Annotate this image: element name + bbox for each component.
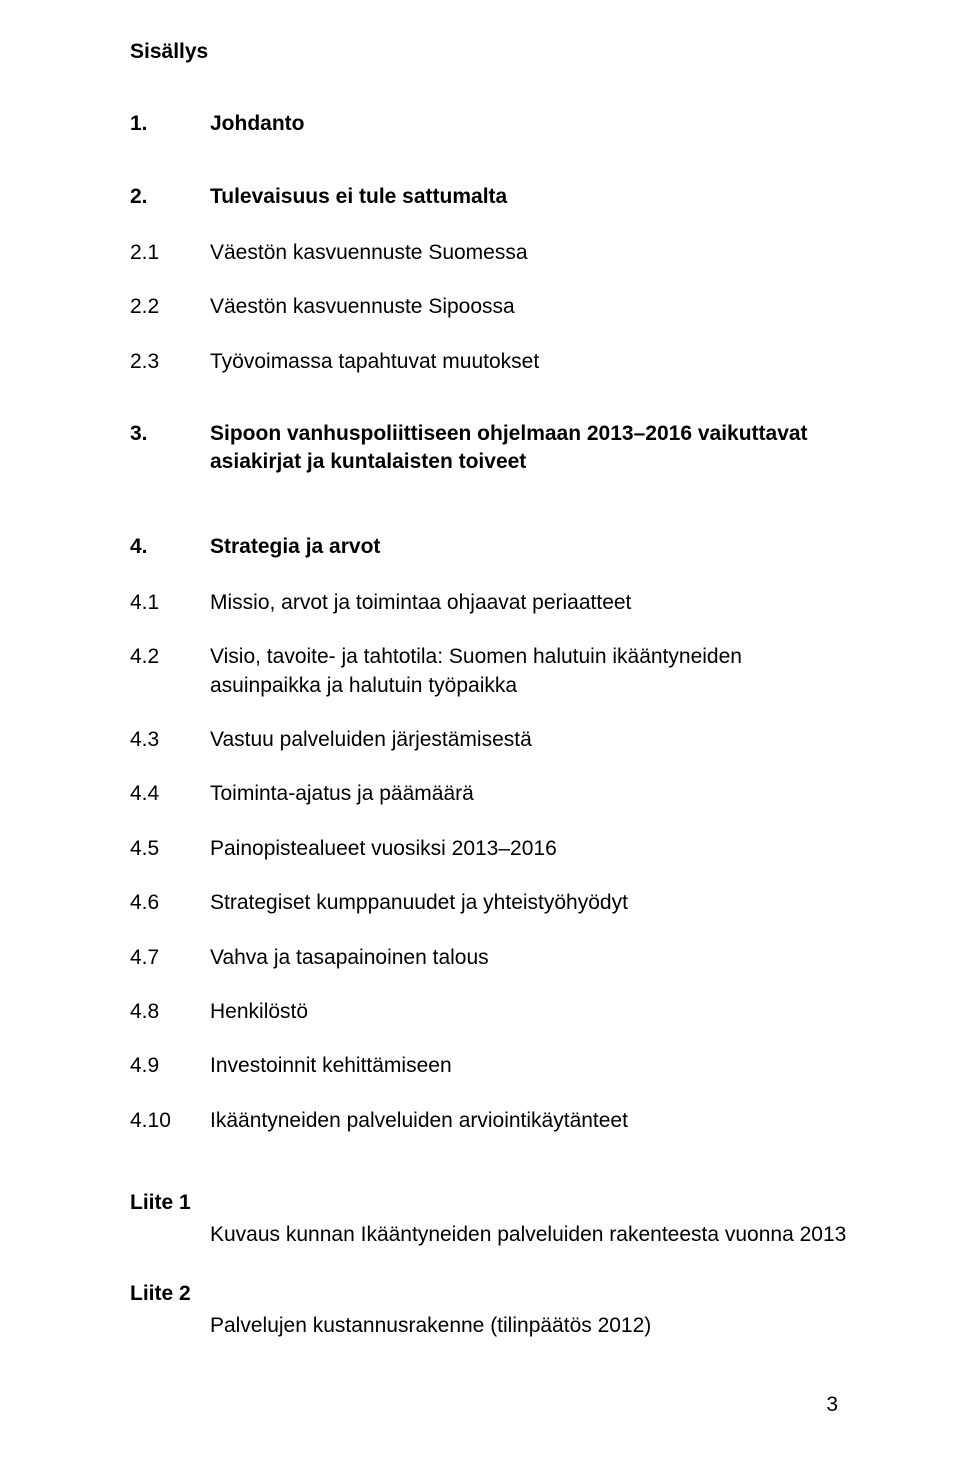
appendix-head: Liite 1 xyxy=(130,1189,850,1217)
entry-number: 4.7 xyxy=(130,944,210,972)
entry-number: 4.6 xyxy=(130,889,210,917)
toc-entry-4-8: 4.8 Henkilöstö xyxy=(130,998,850,1026)
entry-text: Investoinnit kehittämiseen xyxy=(210,1052,850,1080)
entry-number: 4. xyxy=(130,533,210,561)
entry-number: 3. xyxy=(130,420,210,477)
toc-entry-4-6: 4.6 Strategiset kumppanuudet ja yhteisty… xyxy=(130,889,850,917)
appendix-body: Palvelujen kustannusrakenne (tilinpäätös… xyxy=(210,1312,850,1340)
page-number: 3 xyxy=(826,1391,838,1419)
entry-number: 4.4 xyxy=(130,780,210,808)
entry-number: 4.1 xyxy=(130,589,210,617)
entry-text: Toiminta-ajatus ja päämäärä xyxy=(210,780,850,808)
entry-number: 4.5 xyxy=(130,835,210,863)
entry-text: Painopistealueet vuosiksi 2013–2016 xyxy=(210,835,850,863)
entry-number: 2. xyxy=(130,183,210,211)
entry-text: Väestön kasvuennuste Sipoossa xyxy=(210,293,850,321)
toc-entry-4: 4. Strategia ja arvot xyxy=(130,533,850,561)
entry-number: 4.10 xyxy=(130,1107,210,1135)
entry-text: Väestön kasvuennuste Suomessa xyxy=(210,239,850,267)
toc-entry-2-3: 2.3 Työvoimassa tapahtuvat muutokset xyxy=(130,348,850,376)
entry-number: 2.1 xyxy=(130,239,210,267)
appendix-head: Liite 2 xyxy=(130,1280,850,1308)
entry-number: 4.3 xyxy=(130,726,210,754)
toc-entry-2-1: 2.1 Väestön kasvuennuste Suomessa xyxy=(130,239,850,267)
toc-entry-4-1: 4.1 Missio, arvot ja toimintaa ohjaavat … xyxy=(130,589,850,617)
entry-text: Strategiset kumppanuudet ja yhteistyöhyö… xyxy=(210,889,850,917)
entry-text: Työvoimassa tapahtuvat muutokset xyxy=(210,348,850,376)
toc-entry-2-2: 2.2 Väestön kasvuennuste Sipoossa xyxy=(130,293,850,321)
toc-entry-3: 3. Sipoon vanhuspoliittiseen ohjelmaan 2… xyxy=(130,420,850,477)
toc-entry-4-4: 4.4 Toiminta-ajatus ja päämäärä xyxy=(130,780,850,808)
entry-text: Missio, arvot ja toimintaa ohjaavat peri… xyxy=(210,589,850,617)
toc-entry-4-9: 4.9 Investoinnit kehittämiseen xyxy=(130,1052,850,1080)
toc-entry-4-7: 4.7 Vahva ja tasapainoinen talous xyxy=(130,944,850,972)
entry-number: 2.2 xyxy=(130,293,210,321)
entry-number: 4.8 xyxy=(130,998,210,1026)
entry-number: 4.2 xyxy=(130,643,210,700)
entry-text: Henkilöstö xyxy=(210,998,850,1026)
toc-entry-4-2: 4.2 Visio, tavoite- ja tahtotila: Suomen… xyxy=(130,643,850,700)
entry-number: 4.9 xyxy=(130,1052,210,1080)
toc-entry-2: 2. Tulevaisuus ei tule sattumalta xyxy=(130,183,850,211)
entry-text: Johdanto xyxy=(210,110,850,138)
toc-entry-1: 1. Johdanto xyxy=(130,110,850,138)
entry-text: Visio, tavoite- ja tahtotila: Suomen hal… xyxy=(210,643,850,700)
toc-title: Sisällys xyxy=(130,38,850,66)
entry-text: Sipoon vanhuspoliittiseen ohjelmaan 2013… xyxy=(210,420,850,477)
appendix-body: Kuvaus kunnan Ikääntyneiden palveluiden … xyxy=(210,1221,850,1249)
appendix-1: Liite 1 Kuvaus kunnan Ikääntyneiden palv… xyxy=(130,1189,850,1340)
toc-entry-4-3: 4.3 Vastuu palveluiden järjestämisestä xyxy=(130,726,850,754)
entry-number: 2.3 xyxy=(130,348,210,376)
entry-text: Strategia ja arvot xyxy=(210,533,850,561)
entry-text: Vastuu palveluiden järjestämisestä xyxy=(210,726,850,754)
entry-text: Ikääntyneiden palveluiden arviointikäytä… xyxy=(210,1107,850,1135)
entry-text: Tulevaisuus ei tule sattumalta xyxy=(210,183,850,211)
entry-number: 1. xyxy=(130,110,210,138)
document-page: Sisällys 1. Johdanto 2. Tulevaisuus ei t… xyxy=(0,0,960,1461)
toc-entry-4-5: 4.5 Painopistealueet vuosiksi 2013–2016 xyxy=(130,835,850,863)
entry-text: Vahva ja tasapainoinen talous xyxy=(210,944,850,972)
toc-entry-4-10: 4.10 Ikääntyneiden palveluiden arviointi… xyxy=(130,1107,850,1135)
